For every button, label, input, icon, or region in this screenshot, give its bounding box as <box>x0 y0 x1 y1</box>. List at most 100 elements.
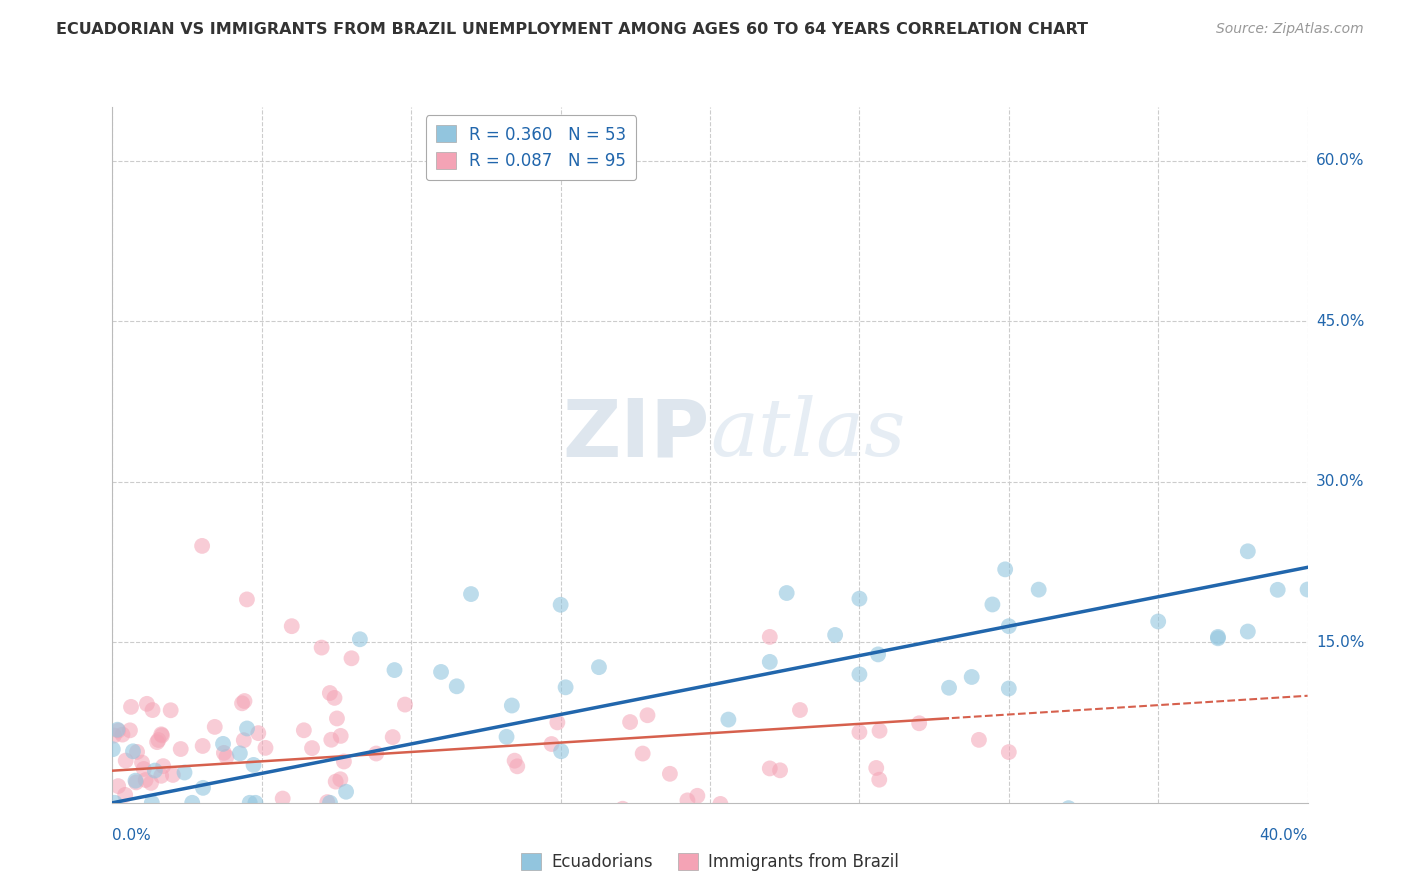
Immigrants from Brazil <box>187 806 209 821</box>
Ecuadorians <box>550 744 572 758</box>
Immigrants from Brazil <box>159 703 181 717</box>
Ecuadorians <box>550 598 572 612</box>
Ecuadorians <box>495 730 517 744</box>
Ecuadorians <box>236 722 259 736</box>
Immigrants from Brazil <box>333 755 356 769</box>
Immigrants from Brazil <box>150 728 173 742</box>
Ecuadorians <box>1237 544 1260 558</box>
Text: Source: ZipAtlas.com: Source: ZipAtlas.com <box>1216 22 1364 37</box>
Immigrants from Brazil <box>936 806 959 821</box>
Immigrants from Brazil <box>503 754 526 768</box>
Ecuadorians <box>124 773 146 788</box>
Immigrants from Brazil <box>311 640 333 655</box>
Immigrants from Brazil <box>619 714 641 729</box>
Ecuadorians <box>501 698 523 713</box>
Immigrants from Brazil <box>107 723 129 738</box>
Immigrants from Brazil <box>120 699 142 714</box>
Immigrants from Brazil <box>540 737 562 751</box>
Immigrants from Brazil <box>401 806 423 821</box>
Immigrants from Brazil <box>326 711 349 725</box>
Immigrants from Brazil <box>381 730 404 744</box>
Ecuadorians <box>960 670 983 684</box>
Immigrants from Brazil <box>676 793 699 807</box>
Immigrants from Brazil <box>114 788 136 802</box>
Immigrants from Brazil <box>165 806 187 821</box>
Ecuadorians <box>994 562 1017 576</box>
Immigrants from Brazil <box>247 726 270 740</box>
Immigrants from Brazil <box>394 698 416 712</box>
Immigrants from Brazil <box>550 812 572 826</box>
Immigrants from Brazil <box>658 766 681 780</box>
Ecuadorians <box>1057 801 1080 815</box>
Ecuadorians <box>776 586 799 600</box>
Immigrants from Brazil <box>131 756 153 770</box>
Text: 60.0%: 60.0% <box>1316 153 1364 168</box>
Immigrants from Brazil <box>236 592 259 607</box>
Ecuadorians <box>1206 630 1229 644</box>
Immigrants from Brazil <box>107 806 129 821</box>
Ecuadorians <box>212 737 235 751</box>
Immigrants from Brazil <box>789 703 811 717</box>
Immigrants from Brazil <box>329 729 352 743</box>
Ecuadorians <box>335 785 357 799</box>
Immigrants from Brazil <box>506 759 529 773</box>
Immigrants from Brazil <box>546 715 568 730</box>
Immigrants from Brazil <box>366 747 388 761</box>
Immigrants from Brazil <box>124 806 146 821</box>
Immigrants from Brazil <box>156 806 179 821</box>
Text: atlas: atlas <box>710 395 905 473</box>
Immigrants from Brazil <box>170 742 193 756</box>
Immigrants from Brazil <box>150 805 173 820</box>
Ecuadorians <box>319 796 342 810</box>
Text: ZIP: ZIP <box>562 395 710 473</box>
Ecuadorians <box>242 758 264 772</box>
Ecuadorians <box>759 655 782 669</box>
Immigrants from Brazil <box>637 708 659 723</box>
Text: 0.0%: 0.0% <box>112 828 152 843</box>
Immigrants from Brazil <box>226 806 249 821</box>
Ecuadorians <box>1237 624 1260 639</box>
Immigrants from Brazil <box>759 630 782 644</box>
Ecuadorians <box>349 632 371 647</box>
Ecuadorians <box>173 765 195 780</box>
Immigrants from Brazil <box>433 806 456 821</box>
Immigrants from Brazil <box>254 740 277 755</box>
Immigrants from Brazil <box>547 806 569 821</box>
Immigrants from Brazil <box>107 779 129 793</box>
Ecuadorians <box>1267 582 1289 597</box>
Ecuadorians <box>104 796 127 810</box>
Immigrants from Brazil <box>232 733 254 747</box>
Ecuadorians <box>1206 632 1229 646</box>
Ecuadorians <box>239 796 262 810</box>
Immigrants from Brazil <box>150 769 173 783</box>
Ecuadorians <box>848 667 870 681</box>
Immigrants from Brazil <box>233 694 256 708</box>
Immigrants from Brazil <box>150 727 173 741</box>
Immigrants from Brazil <box>868 772 890 787</box>
Ecuadorians <box>191 780 214 795</box>
Immigrants from Brazil <box>135 697 157 711</box>
Immigrants from Brazil <box>599 806 621 821</box>
Immigrants from Brazil <box>118 723 141 738</box>
Immigrants from Brazil <box>271 791 294 805</box>
Ecuadorians <box>1028 582 1050 597</box>
Immigrants from Brazil <box>125 745 148 759</box>
Immigrants from Brazil <box>146 735 169 749</box>
Immigrants from Brazil <box>325 774 347 789</box>
Immigrants from Brazil <box>212 746 235 760</box>
Immigrants from Brazil <box>132 762 155 776</box>
Ecuadorians <box>384 663 406 677</box>
Ecuadorians <box>908 806 931 821</box>
Ecuadorians <box>848 591 870 606</box>
Immigrants from Brazil <box>103 729 125 743</box>
Immigrants from Brazil <box>340 651 363 665</box>
Ecuadorians <box>101 742 124 756</box>
Ecuadorians <box>554 681 576 695</box>
Ecuadorians <box>181 796 204 810</box>
Immigrants from Brazil <box>301 741 323 756</box>
Immigrants from Brazil <box>204 720 226 734</box>
Immigrants from Brazil <box>139 776 162 790</box>
Immigrants from Brazil <box>759 761 782 775</box>
Immigrants from Brazil <box>865 761 887 775</box>
Ecuadorians <box>717 713 740 727</box>
